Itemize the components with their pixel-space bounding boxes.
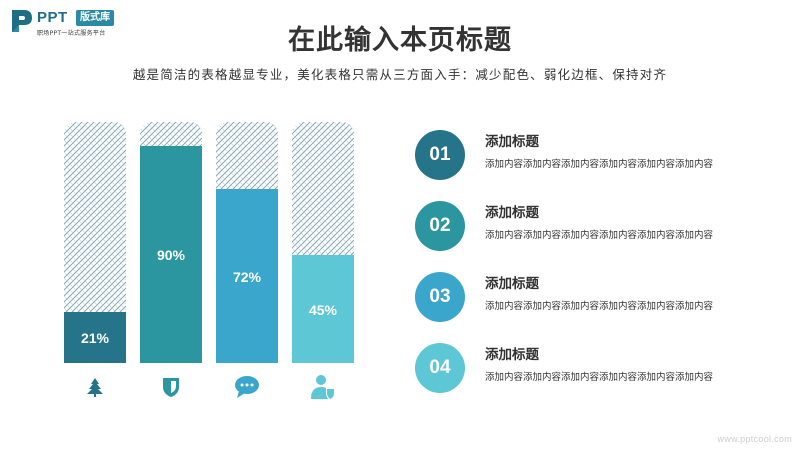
bar-4 bbox=[292, 255, 354, 363]
item-description: 添加内容添加内容添加内容添加内容添加内容添加内容 bbox=[485, 372, 714, 383]
item-description: 添加内容添加内容添加内容添加内容添加内容添加内容 bbox=[485, 301, 714, 312]
bar-value-label-1: 21% bbox=[80, 330, 110, 346]
bar-chart: 21% 90% 72% 45% bbox=[64, 122, 354, 402]
bar-column-3: 72% bbox=[216, 122, 278, 363]
bar-column-4: 45% bbox=[292, 122, 354, 363]
logo-badge: 版式库 bbox=[76, 10, 114, 26]
list-item: 01 添加标题添加内容添加内容添加内容添加内容添加内容添加内容 bbox=[415, 130, 775, 190]
chat-bubble-icon bbox=[216, 372, 278, 402]
item-title: 添加标题 bbox=[485, 205, 539, 221]
logo-p-icon bbox=[12, 10, 32, 32]
bar-value-label-2: 90% bbox=[156, 247, 186, 263]
bar-value-label-3: 72% bbox=[232, 269, 262, 285]
bar-3 bbox=[216, 189, 278, 363]
page-subtitle: 越是简洁的表格越显专业，美化表格只需从三方面入手：减少配色、弱化边框、保持对齐 bbox=[132, 67, 668, 82]
item-number-badge: 02 bbox=[415, 201, 465, 251]
item-title: 添加标题 bbox=[485, 347, 539, 363]
tree-icon bbox=[64, 372, 126, 402]
bar-1 bbox=[64, 312, 126, 363]
item-number-badge: 04 bbox=[415, 343, 465, 393]
item-description: 添加内容添加内容添加内容添加内容添加内容添加内容 bbox=[485, 230, 714, 241]
brand-logo: PPT 版式库 职场PPT一站式服务平台 bbox=[10, 8, 160, 38]
user-shield-icon bbox=[292, 372, 354, 402]
list-item: 04 添加标题添加内容添加内容添加内容添加内容添加内容添加内容 bbox=[415, 343, 775, 403]
item-number-badge: 03 bbox=[415, 272, 465, 322]
item-title: 添加标题 bbox=[485, 276, 539, 292]
list-item: 02 添加标题添加内容添加内容添加内容添加内容添加内容添加内容 bbox=[415, 201, 775, 261]
page-title: 在此输入本页标题 bbox=[288, 25, 512, 56]
shield-icon bbox=[140, 372, 202, 402]
item-description: 添加内容添加内容添加内容添加内容添加内容添加内容 bbox=[485, 159, 714, 170]
footer-watermark: www.pptcool.com bbox=[717, 434, 792, 444]
list-item: 03 添加标题添加内容添加内容添加内容添加内容添加内容添加内容 bbox=[415, 272, 775, 332]
logo-tagline: 职场PPT一站式服务平台 bbox=[37, 30, 106, 37]
item-title: 添加标题 bbox=[485, 134, 539, 150]
bar-column-1: 21% bbox=[64, 122, 126, 363]
bar-column-2: 90% bbox=[140, 122, 202, 363]
bar-2 bbox=[140, 146, 202, 363]
item-number-badge: 01 bbox=[415, 130, 465, 180]
logo-brand-text: PPT bbox=[37, 9, 68, 26]
bar-value-label-4: 45% bbox=[308, 302, 338, 318]
